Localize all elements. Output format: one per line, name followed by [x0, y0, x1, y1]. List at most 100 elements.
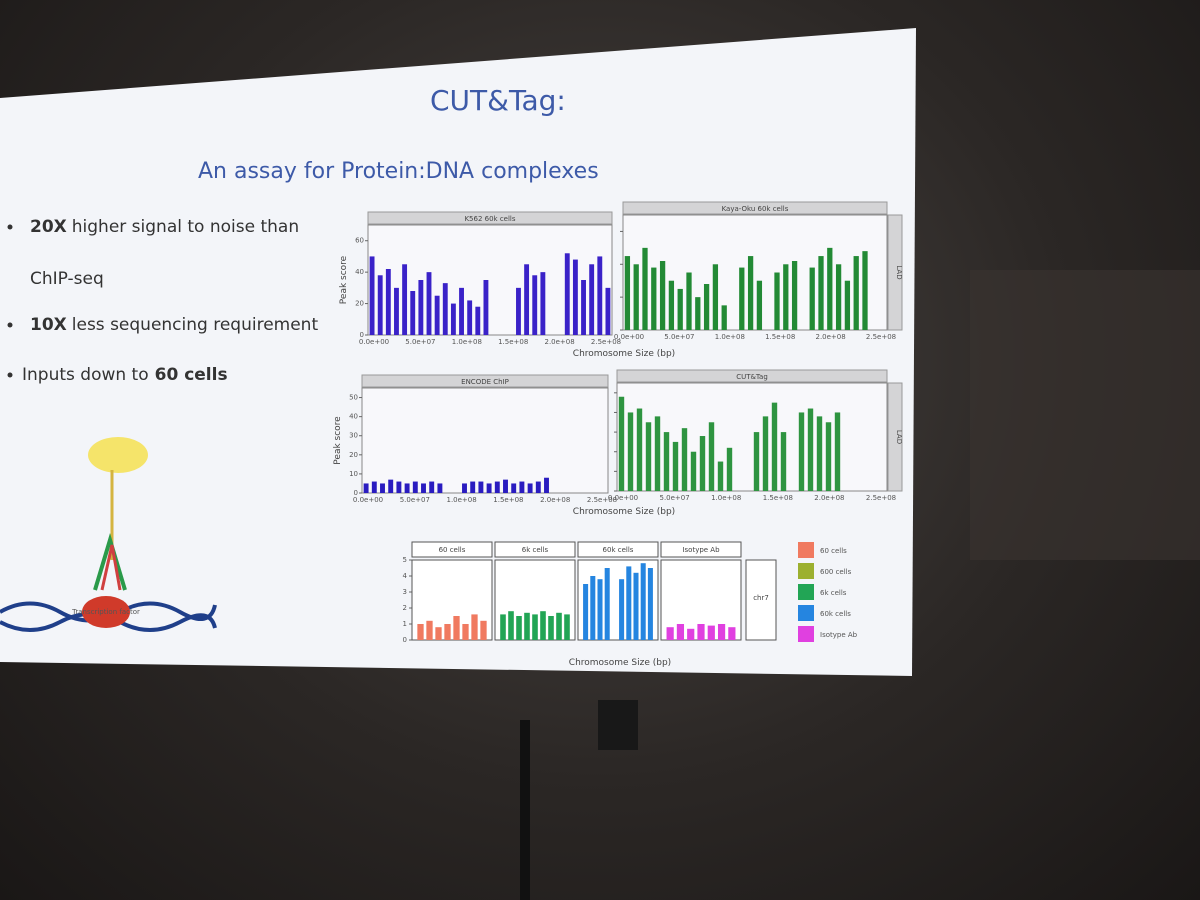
bar [435, 627, 442, 640]
x-tick-label: 2.5e+08 [587, 496, 617, 504]
bar [695, 297, 701, 330]
y-tick-label: 50 [349, 394, 358, 402]
x-axis-label: Chromosome Size (bp) [573, 507, 675, 517]
legend-swatch [798, 605, 814, 621]
bar [494, 481, 500, 493]
bar [809, 267, 815, 330]
camera [598, 700, 638, 750]
strip-label: CUT&Tag [736, 373, 768, 381]
bar [548, 616, 554, 640]
bar [467, 300, 473, 335]
bar [708, 422, 715, 491]
side-strip-label: LAD [895, 265, 903, 279]
bar [434, 295, 440, 335]
bar [633, 264, 639, 330]
strip [367, 211, 613, 225]
legend-swatch [798, 626, 814, 642]
x-tick-label: 2.5e+08 [866, 333, 896, 341]
bar [853, 256, 859, 330]
strip-label: Isotype Ab [682, 546, 720, 554]
bar [418, 280, 424, 335]
x-tick-label: 1.0e+08 [452, 338, 482, 346]
bar [480, 620, 487, 640]
strip [361, 374, 609, 388]
x-tick-label: 1.0e+08 [715, 333, 745, 341]
bullet-bold: 60 cells [155, 365, 228, 385]
bar [410, 291, 416, 335]
bar [645, 422, 652, 491]
bar [633, 572, 639, 640]
x-tick-label: 0.0e+00 [614, 333, 644, 341]
bar [369, 256, 375, 335]
bar [583, 584, 589, 640]
bar [540, 272, 546, 335]
strip-label: Kaya-Oku 60k cells [722, 205, 789, 213]
bar [762, 416, 769, 491]
bar [605, 287, 611, 335]
bar [462, 624, 469, 640]
bar [564, 253, 570, 335]
bar [385, 269, 391, 335]
bar [478, 481, 484, 493]
bullet-bold: 10X [30, 315, 67, 335]
bar [470, 481, 476, 493]
bar [624, 256, 631, 330]
bar [412, 481, 418, 493]
bar [699, 436, 706, 491]
side-strip [887, 382, 903, 492]
slide [0, 28, 916, 676]
bar [597, 579, 603, 640]
bar [597, 256, 603, 335]
bar [687, 628, 695, 640]
bar [363, 483, 369, 493]
bar [703, 284, 710, 330]
bar [535, 481, 541, 493]
bar [516, 287, 521, 335]
bar [659, 261, 666, 330]
y-tick-label: 3 [403, 588, 407, 596]
bar [508, 611, 514, 640]
bar [544, 477, 549, 493]
bar [437, 483, 443, 493]
bar [404, 483, 410, 493]
strip-label: 6k cells [522, 546, 549, 554]
bar [459, 287, 464, 335]
legend-swatch [798, 542, 814, 558]
bullet-text: ChIP-seq [30, 269, 104, 289]
bar [444, 624, 451, 640]
x-tick-label: 2.0e+08 [815, 333, 845, 341]
side-strip [745, 559, 777, 641]
bar [429, 481, 435, 493]
bullet-dot [7, 224, 13, 230]
bullet-text: Inputs down to [22, 365, 149, 385]
bar [862, 251, 868, 330]
strip [411, 541, 493, 558]
plot-area [367, 224, 613, 336]
bar [604, 568, 610, 640]
bar [636, 408, 643, 491]
x-tick-label: 0.0e+00 [353, 496, 383, 504]
bar [663, 432, 670, 491]
bullet-bold: 20X [30, 217, 67, 237]
y-tick-label: 20 [355, 300, 364, 308]
bar [388, 479, 394, 493]
y-tick-label: 20 [349, 451, 358, 459]
x-tick-label: 5.0e+07 [405, 338, 435, 346]
bar [396, 481, 402, 493]
x-tick-label: 1.5e+08 [763, 494, 793, 502]
bullet-dot [7, 322, 13, 328]
bar [739, 267, 745, 330]
y-tick-label: 4 [403, 572, 408, 580]
x-tick-label: 5.0e+07 [664, 333, 694, 341]
x-tick-label: 2.0e+08 [544, 338, 574, 346]
bar [516, 616, 522, 640]
y-axis-label: Peak score [339, 255, 349, 304]
bar [640, 563, 646, 640]
bar [834, 412, 841, 491]
bar [697, 624, 705, 640]
bar [780, 432, 787, 491]
bar [721, 305, 727, 330]
bar [672, 441, 679, 491]
bar [540, 611, 546, 640]
bar [450, 303, 456, 335]
